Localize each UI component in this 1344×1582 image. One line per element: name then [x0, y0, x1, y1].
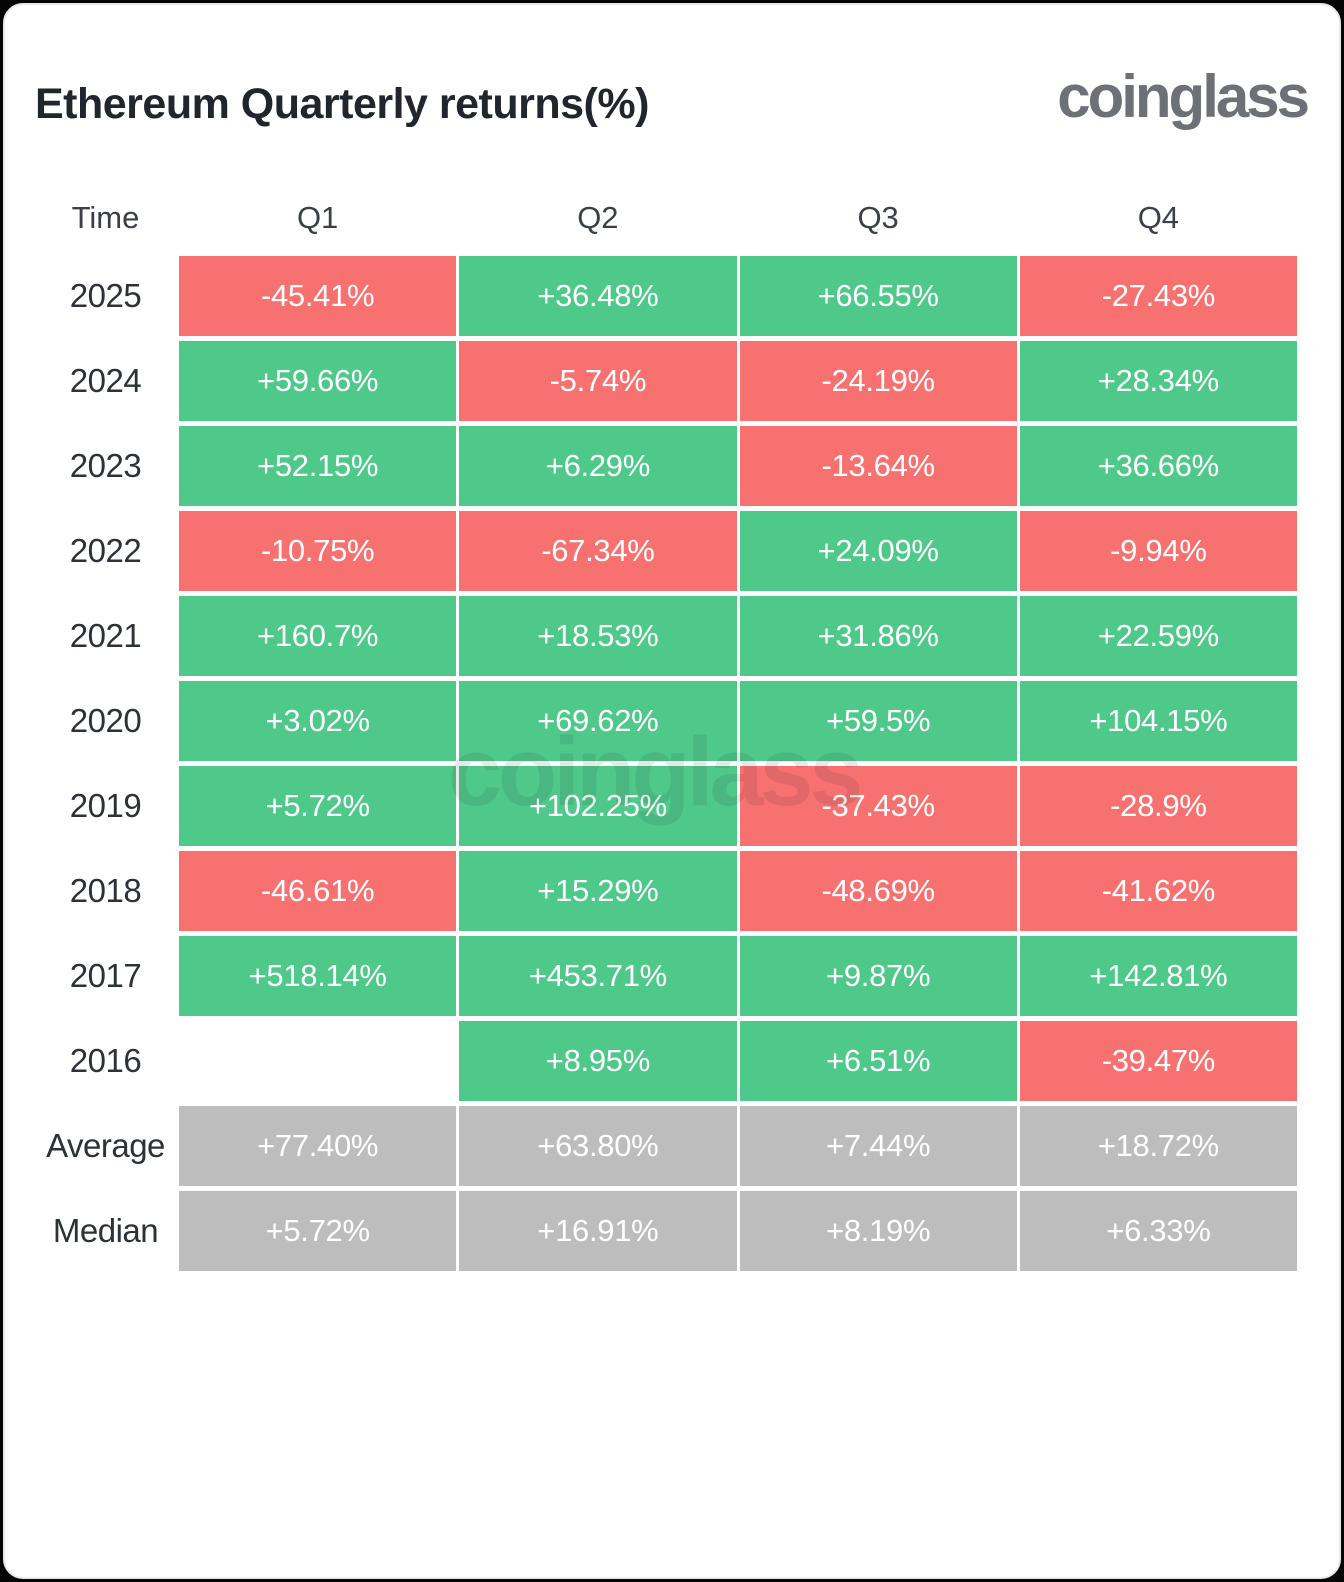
row-label-2021: 2021 — [69, 617, 142, 654]
return-cell-2024-q4: +28.34% — [1019, 341, 1297, 421]
return-cell-median-q4: +6.33% — [1019, 1191, 1297, 1271]
return-cell-median-q3: +8.19% — [739, 1191, 1017, 1271]
column-header-q4: Q4 — [1137, 200, 1180, 235]
return-cell-average-q4: +18.72% — [1019, 1106, 1297, 1186]
column-header-time: Time — [71, 200, 140, 235]
row-label-2018: 2018 — [69, 872, 142, 909]
return-cell-average-q2: +63.80% — [459, 1106, 737, 1186]
return-cell-2021-q2: +18.53% — [459, 596, 737, 676]
row-label-average: Average — [46, 1127, 165, 1164]
row-label-2023: 2023 — [69, 447, 142, 484]
return-cell-2017-q1: +518.14% — [179, 936, 457, 1016]
column-header-q3: Q3 — [857, 200, 899, 235]
return-cell-2021-q3: +31.86% — [739, 596, 1017, 676]
return-cell-2016-q1 — [179, 1021, 456, 1101]
return-cell-2019-q1: +5.72% — [179, 766, 457, 846]
return-cell-2018-q4: -41.62% — [1019, 851, 1297, 931]
return-cell-2020-q1: +3.02% — [179, 681, 457, 761]
page-title: Ethereum Quarterly returns(%) — [35, 80, 649, 128]
return-cell-2020-q3: +59.5% — [739, 681, 1017, 761]
row-label-2020: 2020 — [69, 702, 142, 739]
return-cell-2018-q2: +15.29% — [459, 851, 737, 931]
return-cell-2018-q3: -48.69% — [739, 851, 1017, 931]
row-label-2019: 2019 — [69, 787, 142, 824]
return-cell-2021-q4: +22.59% — [1019, 596, 1297, 676]
row-label-median: Median — [52, 1212, 159, 1249]
return-cell-2024-q2: -5.74% — [459, 341, 737, 421]
return-cell-2025-q2: +36.48% — [459, 256, 737, 336]
row-label-2016: 2016 — [69, 1042, 142, 1079]
return-cell-average-q3: +7.44% — [739, 1106, 1017, 1186]
return-cell-2023-q4: +36.66% — [1019, 426, 1297, 506]
return-cell-2022-q1: -10.75% — [179, 511, 457, 591]
return-cell-2021-q1: +160.7% — [179, 596, 457, 676]
return-cell-2024-q1: +59.66% — [179, 341, 457, 421]
return-cell-2017-q4: +142.81% — [1019, 936, 1297, 1016]
row-label-2025: 2025 — [69, 277, 142, 314]
return-cell-2017-q2: +453.71% — [459, 936, 737, 1016]
return-cell-median-q1: +5.72% — [179, 1191, 457, 1271]
returns-table: Time Q1 Q2 Q3 Q4 2025 -45.41% +36.48% +66.55% -27… — [35, 185, 1297, 1271]
return-cell-2016-q2: +8.95% — [459, 1021, 737, 1101]
return-cell-2023-q1: +52.15% — [179, 426, 457, 506]
return-cell-2024-q3: -24.19% — [739, 341, 1017, 421]
return-cell-2022-q4: -9.94% — [1019, 511, 1297, 591]
row-label-2017: 2017 — [69, 957, 142, 994]
coinglass-logo: coinglass — [1057, 63, 1310, 130]
return-cell-median-q2: +16.91% — [459, 1191, 737, 1271]
return-cell-2025-q1: -45.41% — [179, 256, 457, 336]
return-cell-2016-q3: +6.51% — [739, 1021, 1017, 1101]
return-cell-2025-q4: -27.43% — [1019, 256, 1297, 336]
return-cell-2018-q1: -46.61% — [179, 851, 457, 931]
return-cell-2016-q4: -39.47% — [1019, 1021, 1297, 1101]
return-cell-2023-q3: -13.64% — [739, 426, 1017, 506]
return-cell-2020-q4: +104.15% — [1019, 681, 1297, 761]
return-cell-2023-q2: +6.29% — [459, 426, 737, 506]
row-label-2022: 2022 — [69, 532, 142, 569]
column-header-q2: Q2 — [577, 200, 619, 235]
return-cell-2022-q3: +24.09% — [739, 511, 1017, 591]
row-label-2024: 2024 — [69, 362, 142, 399]
return-cell-2019-q4: -28.9% — [1019, 766, 1297, 846]
return-cell-2017-q3: +9.87% — [739, 936, 1017, 1016]
return-cell-average-q1: +77.40% — [179, 1106, 457, 1186]
return-cell-2022-q2: -67.34% — [459, 511, 737, 591]
return-cell-2025-q3: +66.55% — [739, 256, 1017, 336]
return-cell-2020-q2: +69.62% — [459, 681, 737, 761]
column-header-q1: Q1 — [296, 200, 339, 235]
return-cell-2019-q2: +102.25% — [459, 766, 737, 846]
return-cell-2019-q3: -37.43% — [739, 766, 1017, 846]
